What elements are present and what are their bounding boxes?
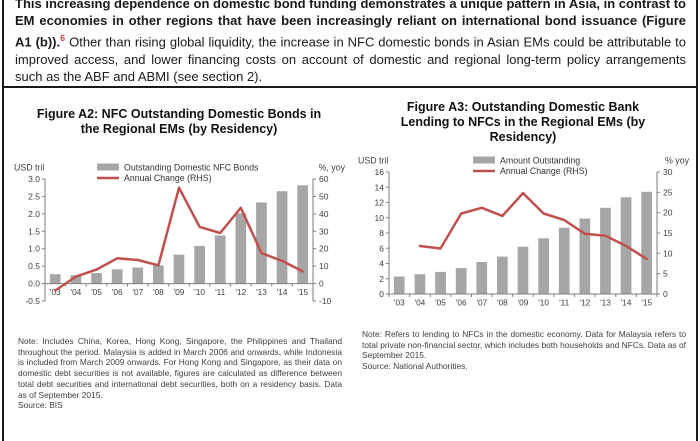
figure-a3-title: Figure A3: Outstanding Domestic Bank Len…	[400, 100, 646, 144]
figure-a2-note: Note: Includes China, Korea, Hong Kong, …	[18, 336, 342, 400]
svg-text:'10: '10	[194, 287, 205, 297]
svg-text:1.0: 1.0	[28, 244, 40, 254]
svg-text:2.0: 2.0	[28, 209, 40, 219]
svg-text:60: 60	[319, 174, 329, 184]
svg-text:10: 10	[375, 213, 385, 223]
svg-text:'08: '08	[153, 287, 164, 297]
svg-text:2: 2	[379, 274, 384, 284]
svg-text:10: 10	[319, 261, 329, 271]
svg-text:'13: '13	[256, 287, 267, 297]
svg-text:'05: '05	[91, 287, 102, 297]
intro-paragraph: This increasing dependence on domestic b…	[15, 0, 686, 85]
figure-a2-title: Figure A2: NFC Outstanding Domestic Bond…	[36, 107, 322, 136]
figure-a3-source: Source: National Authorities.	[362, 361, 468, 372]
svg-text:'14: '14	[621, 298, 632, 308]
svg-text:'10: '10	[538, 298, 549, 308]
svg-text:'07: '07	[476, 298, 487, 308]
svg-text:'11: '11	[559, 298, 570, 308]
figure-a2-chart-wrap: -0.5 0.0 0.5 1.0 1.5 2.0 2.5 3.0 -10 0 10 20 30 40 50 6…	[11, 161, 347, 330]
svg-text:'06: '06	[112, 287, 123, 297]
figure-a2-source: Source: BIS	[18, 400, 63, 411]
svg-text:6: 6	[379, 243, 384, 253]
svg-text:'15: '15	[297, 287, 308, 297]
intro-bold-text: This increasing dependence on domestic b…	[15, 0, 686, 50]
svg-text:15: 15	[663, 228, 673, 238]
svg-text:USD tril: USD tril	[14, 163, 44, 173]
svg-text:'15: '15	[641, 298, 652, 308]
svg-text:30: 30	[319, 226, 329, 236]
svg-text:0.5: 0.5	[28, 261, 40, 271]
svg-text:'03: '03	[394, 298, 405, 308]
svg-text:0: 0	[663, 289, 668, 299]
svg-text:14: 14	[375, 182, 385, 192]
svg-text:1.5: 1.5	[28, 226, 40, 236]
svg-text:Outstanding Domestic NFC Bonds: Outstanding Domestic NFC Bonds	[124, 163, 259, 173]
svg-text:'06: '06	[456, 298, 467, 308]
svg-text:5: 5	[663, 269, 668, 279]
svg-text:2.5: 2.5	[28, 191, 40, 201]
svg-text:'09: '09	[174, 287, 185, 297]
svg-text:Amount Outstanding: Amount Outstanding	[500, 156, 580, 166]
figure-a3-chart-wrap: 0 2 4 6 8 10 12 14 16 0 5 10 15 20 25 30 '03 '04 '05 '06 '07…	[355, 154, 691, 323]
svg-text:10: 10	[663, 248, 673, 258]
svg-text:30: 30	[663, 167, 673, 177]
figures-row: Figure A2: NFC Outstanding Domestic Bond…	[4, 88, 696, 411]
figure-a3-chart: 0 2 4 6 8 10 12 14 16 0 5 10 15 20 25 30 '03 '04 '05 '06 '07…	[358, 156, 690, 308]
svg-text:'04: '04	[414, 298, 425, 308]
svg-text:'13: '13	[600, 298, 611, 308]
svg-text:Annual Change (RHS): Annual Change (RHS)	[124, 173, 212, 183]
figure-a3-note: Note: Refers to lending to NFCs in the d…	[362, 329, 686, 361]
svg-text:'05: '05	[435, 298, 446, 308]
figure-a2-panel: Figure A2: NFC Outstanding Domestic Bond…	[10, 100, 348, 411]
svg-text:'12: '12	[235, 287, 246, 297]
svg-text:20: 20	[319, 244, 329, 254]
svg-text:'03: '03	[50, 287, 61, 297]
intro-paragraph-box: This increasing dependence on domestic b…	[4, 0, 696, 88]
svg-text:'14: '14	[277, 287, 288, 297]
figure-a3-panel: Figure A3: Outstanding Domestic Bank Len…	[354, 100, 692, 411]
intro-regular-text: Other than rising global liquidity, the …	[15, 34, 686, 84]
svg-text:25: 25	[663, 187, 673, 197]
svg-text:3.0: 3.0	[28, 174, 40, 184]
svg-text:-0.5: -0.5	[25, 296, 40, 306]
footnote-marker: 6	[60, 32, 66, 43]
svg-text:12: 12	[375, 198, 385, 208]
svg-text:'09: '09	[518, 298, 529, 308]
svg-text:40: 40	[319, 209, 329, 219]
figure-a2-chart: -0.5 0.0 0.5 1.0 1.5 2.0 2.5 3.0 -10 0 10 20 30 40 50 6…	[14, 163, 346, 307]
svg-text:'12: '12	[579, 298, 590, 308]
svg-text:% yoy: % yoy	[665, 156, 690, 166]
svg-text:0: 0	[319, 279, 324, 289]
svg-text:8: 8	[379, 228, 384, 238]
svg-text:'07: '07	[132, 287, 143, 297]
svg-text:50: 50	[319, 191, 329, 201]
svg-text:-10: -10	[319, 296, 332, 306]
svg-text:4: 4	[379, 259, 384, 269]
svg-text:20: 20	[663, 208, 673, 218]
svg-text:'04: '04	[70, 287, 81, 297]
svg-text:0: 0	[379, 289, 384, 299]
svg-text:0.0: 0.0	[28, 279, 40, 289]
svg-text:Annual Change (RHS): Annual Change (RHS)	[500, 166, 588, 176]
svg-text:'11: '11	[215, 287, 226, 297]
svg-text:'08: '08	[497, 298, 508, 308]
svg-text:%, yoy: %, yoy	[319, 163, 346, 173]
svg-text:USD tril: USD tril	[358, 156, 388, 166]
svg-text:16: 16	[375, 167, 385, 177]
